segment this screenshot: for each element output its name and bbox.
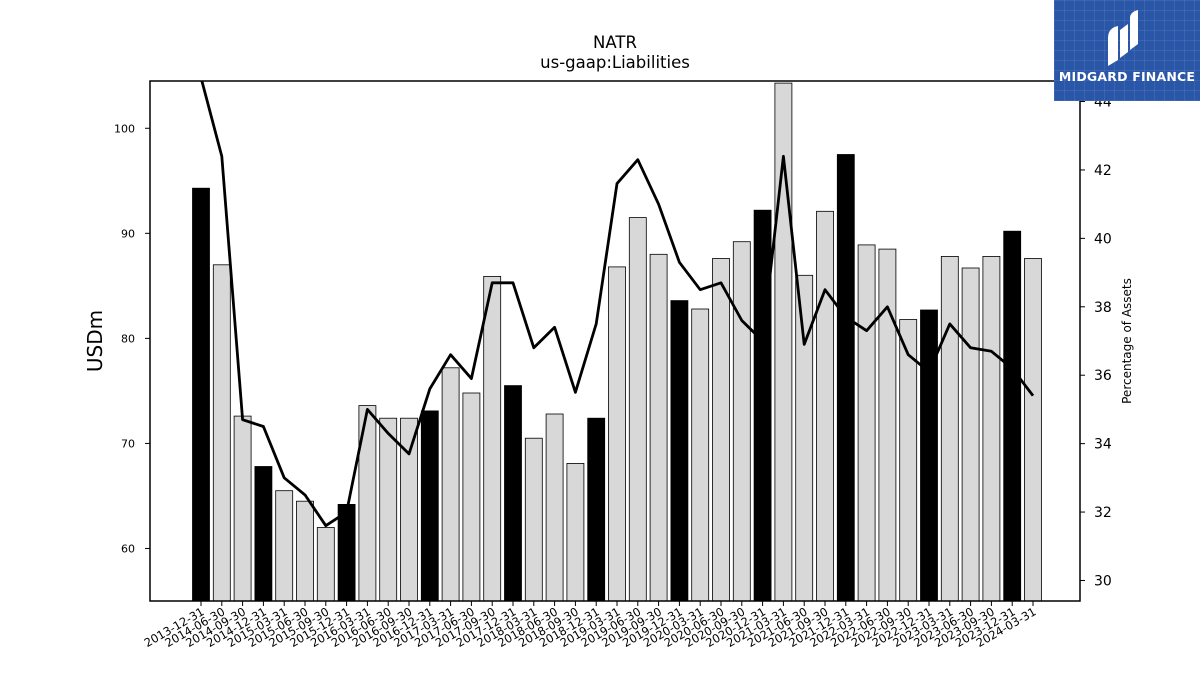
bar-2019-12-31 <box>670 300 689 602</box>
bar-series <box>192 82 1042 602</box>
left-axis-label: USDm <box>83 310 107 372</box>
percent-of-assets-line <box>200 81 1035 528</box>
chart-title: NATR <box>593 33 637 52</box>
bar-2023-06-30 <box>961 267 980 602</box>
bar-2020-09-30 <box>732 241 751 602</box>
bar-2016-12-31 <box>420 410 439 602</box>
x-axis: 2013-12-312014-06-302014-09-302014-12-31… <box>142 601 1039 650</box>
plot-frame <box>149 80 1081 602</box>
bar-2023-09-30 <box>982 255 1001 602</box>
left-tick-label: 60 <box>121 542 135 555</box>
bar-2014-12-31 <box>254 466 273 602</box>
bar-2020-06-30 <box>712 258 730 602</box>
bar-2014-09-30 <box>233 415 252 602</box>
right-tick-label: 32 <box>1094 505 1112 521</box>
bar-2022-06-30 <box>878 248 897 602</box>
bar-2020-12-31 <box>753 209 772 602</box>
right-axis-label: Percentage of Assets <box>1120 278 1134 404</box>
right-tick-label: 30 <box>1094 573 1112 589</box>
bar-2021-06-30 <box>795 274 814 602</box>
bar-2013-12-31 <box>192 187 210 602</box>
bar-2017-06-30 <box>462 392 481 602</box>
bar-2023-03-31 <box>940 255 959 602</box>
bar-2019-03-31 <box>608 266 626 602</box>
bar-2016-06-30 <box>379 417 398 602</box>
bar-2018-03-31 <box>524 437 543 602</box>
bar-2022-09-30 <box>899 319 918 602</box>
chart-subtitle: us-gaap:Liabilities <box>540 53 690 72</box>
left-tick-label: 90 <box>121 227 135 240</box>
bar-2022-12-31 <box>920 309 938 602</box>
right-tick-label: 42 <box>1094 163 1112 179</box>
bar-2018-12-31 <box>587 417 606 602</box>
percent-line-series <box>200 81 1035 528</box>
bar-2018-09-30 <box>566 462 585 602</box>
brand-logo: MIDGARD FINANCE <box>1054 0 1200 101</box>
right-tick-label: 38 <box>1094 300 1112 316</box>
bar-2015-03-31 <box>275 490 294 602</box>
bar-2021-12-31 <box>836 154 855 602</box>
bar-2015-09-30 <box>316 527 335 602</box>
bar-2023-12-31 <box>1003 230 1022 602</box>
bar-2017-12-31 <box>504 385 522 602</box>
right-tick-label: 36 <box>1094 368 1112 384</box>
brand-name: MIDGARD FINANCE <box>1058 69 1196 84</box>
bar-2018-06-30 <box>545 413 564 602</box>
left-tick-label: 70 <box>121 437 135 450</box>
bar-2019-06-30 <box>628 217 647 602</box>
bar-2014-06-30 <box>212 264 231 602</box>
left-tick-label: 80 <box>121 332 135 345</box>
bar-2024-03-31 <box>1024 258 1042 602</box>
right-tick-label: 34 <box>1094 437 1112 453</box>
bar-2019-09-30 <box>649 253 668 602</box>
bar-2021-09-30 <box>816 210 834 602</box>
bar-2022-03-31 <box>857 244 876 602</box>
bar-2015-12-31 <box>337 503 356 602</box>
bar-2015-06-30 <box>296 500 314 602</box>
bar-2016-09-30 <box>400 417 418 602</box>
bar-2017-03-31 <box>441 367 460 602</box>
bar-2017-09-30 <box>483 275 502 602</box>
bar-2020-03-31 <box>691 308 710 602</box>
left-y-axis: 60 70 80 90 100 <box>114 122 150 555</box>
right-tick-label: 40 <box>1094 231 1112 247</box>
midgard-logo-icon <box>1108 10 1138 66</box>
left-tick-label: 100 <box>114 122 135 135</box>
